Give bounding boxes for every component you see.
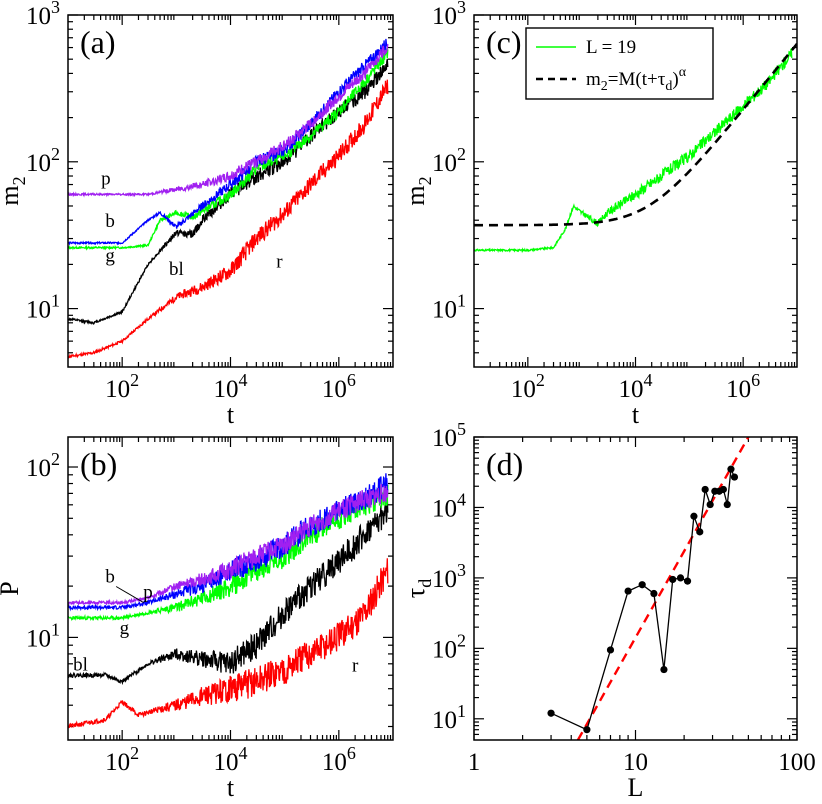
annotation-pointer bbox=[115, 586, 144, 604]
data-point bbox=[730, 473, 739, 481]
y-tick-label: 103 bbox=[26, 0, 60, 30]
legend-box bbox=[525, 27, 714, 100]
x-tick-label: 10 bbox=[623, 749, 648, 776]
x-tick-label: 104 bbox=[214, 743, 248, 776]
series-annotation: b bbox=[105, 567, 115, 588]
plot-area bbox=[68, 38, 389, 359]
series-line-g bbox=[68, 47, 389, 251]
series-annotation: r bbox=[352, 656, 359, 677]
panel-c: 102 104 106 101 102 103 t m2 L = 19 m2=M(t+τd)α (c… bbox=[401, 0, 798, 429]
y-tick-label: 101 bbox=[26, 619, 60, 652]
plot-area bbox=[68, 473, 389, 729]
y-axis-label: m2 bbox=[401, 176, 435, 205]
y-tick-label: 102 bbox=[432, 144, 466, 177]
series-line-p bbox=[68, 483, 389, 607]
data-point bbox=[547, 709, 555, 717]
data-point bbox=[719, 485, 727, 494]
plot-frame bbox=[473, 14, 798, 368]
series-annotation: g bbox=[120, 618, 130, 639]
x-axis-label: t bbox=[227, 773, 235, 802]
legend-label: m2=M(t+τd)α bbox=[586, 65, 687, 94]
panel-label: (d) bbox=[486, 446, 523, 482]
plot-frame bbox=[67, 436, 394, 741]
data-point bbox=[669, 575, 677, 584]
plot-frame bbox=[67, 14, 394, 368]
data-point bbox=[650, 589, 658, 598]
y-tick-label: 104 bbox=[432, 489, 466, 522]
data-point bbox=[660, 665, 668, 674]
y-axis-label: P bbox=[0, 581, 24, 595]
x-tick-label: 102 bbox=[511, 370, 545, 403]
x-tick-label: 102 bbox=[105, 743, 139, 776]
data-point bbox=[638, 581, 646, 589]
series-annotation: p bbox=[101, 169, 111, 190]
panel-a: 102 104 106 101 102 103 t m2 pbg bl r (a) bbox=[0, 0, 394, 429]
series-line-fit bbox=[474, 42, 797, 227]
data-point bbox=[676, 574, 685, 582]
x-tick-label: 104 bbox=[619, 370, 653, 403]
series-annotation: bl bbox=[73, 654, 88, 675]
minor-ticks bbox=[68, 15, 393, 367]
series-line-b bbox=[68, 38, 389, 246]
x-tick-label: 106 bbox=[726, 370, 760, 403]
plot-frame bbox=[473, 436, 798, 741]
y-tick-label: 101 bbox=[26, 291, 60, 324]
y-tick-label: 102 bbox=[26, 144, 60, 177]
data-point bbox=[723, 500, 731, 509]
panel-b: 102 104 106 101 102 t Pb pg bl r (b) bbox=[0, 436, 394, 802]
series-annotation: g bbox=[105, 245, 115, 266]
series-line-r bbox=[68, 79, 389, 359]
series-annotation: bl bbox=[169, 259, 184, 280]
y-tick-label: 103 bbox=[432, 0, 466, 30]
series-line-g bbox=[68, 484, 389, 622]
legend: L = 19 m2=M(t+τd)α bbox=[525, 27, 714, 100]
series-annotation: r bbox=[276, 252, 283, 273]
data-point bbox=[727, 465, 735, 473]
series-line-r bbox=[68, 558, 389, 729]
y-tick-label: 101 bbox=[432, 291, 466, 324]
minor-ticks bbox=[68, 437, 393, 740]
series-line-p bbox=[68, 43, 389, 198]
x-tick-label: 100 bbox=[778, 749, 816, 776]
x-axis-label: t bbox=[632, 400, 640, 429]
data-point bbox=[606, 646, 615, 654]
data-point bbox=[701, 485, 709, 494]
series-line-bl bbox=[68, 498, 389, 686]
y-axis-label: m2 bbox=[0, 176, 29, 205]
data-point bbox=[583, 726, 591, 734]
data-point bbox=[696, 528, 704, 536]
minor-ticks bbox=[474, 437, 797, 740]
y-axis-label: τd bbox=[401, 579, 435, 598]
data-point bbox=[706, 500, 714, 509]
x-tick-label: 104 bbox=[214, 370, 248, 403]
data-line bbox=[550, 466, 736, 731]
panel-label: (c) bbox=[486, 24, 522, 60]
y-tick-label: 103 bbox=[432, 560, 466, 593]
series-annotation: b bbox=[105, 211, 115, 232]
series-annotation: p bbox=[143, 582, 153, 603]
y-tick-label: 105 bbox=[432, 419, 466, 452]
panel-label: (a) bbox=[80, 24, 116, 60]
minor-ticks bbox=[474, 15, 797, 367]
x-axis-label: t bbox=[227, 400, 235, 429]
x-axis-label: L bbox=[628, 773, 644, 802]
y-tick-label: 101 bbox=[432, 701, 466, 734]
data-point bbox=[683, 577, 692, 585]
x-tick-label: 106 bbox=[322, 743, 356, 776]
fit-line bbox=[576, 437, 750, 740]
y-tick-label: 102 bbox=[432, 630, 466, 663]
x-tick-label: 1 bbox=[468, 749, 481, 776]
legend-label: L = 19 bbox=[586, 37, 636, 58]
data-point bbox=[690, 512, 698, 520]
y-tick-label: 102 bbox=[26, 449, 60, 482]
plot-area bbox=[547, 437, 750, 740]
data-point bbox=[624, 587, 632, 595]
panel-label: (b) bbox=[80, 446, 117, 482]
x-tick-label: 106 bbox=[322, 370, 356, 403]
series-line-bl bbox=[68, 59, 389, 326]
plot-area bbox=[474, 42, 797, 254]
panel-d: 1 10 100 101 102 103 104 105 Lτd (d) bbox=[401, 419, 816, 802]
x-tick-label: 102 bbox=[105, 370, 139, 403]
